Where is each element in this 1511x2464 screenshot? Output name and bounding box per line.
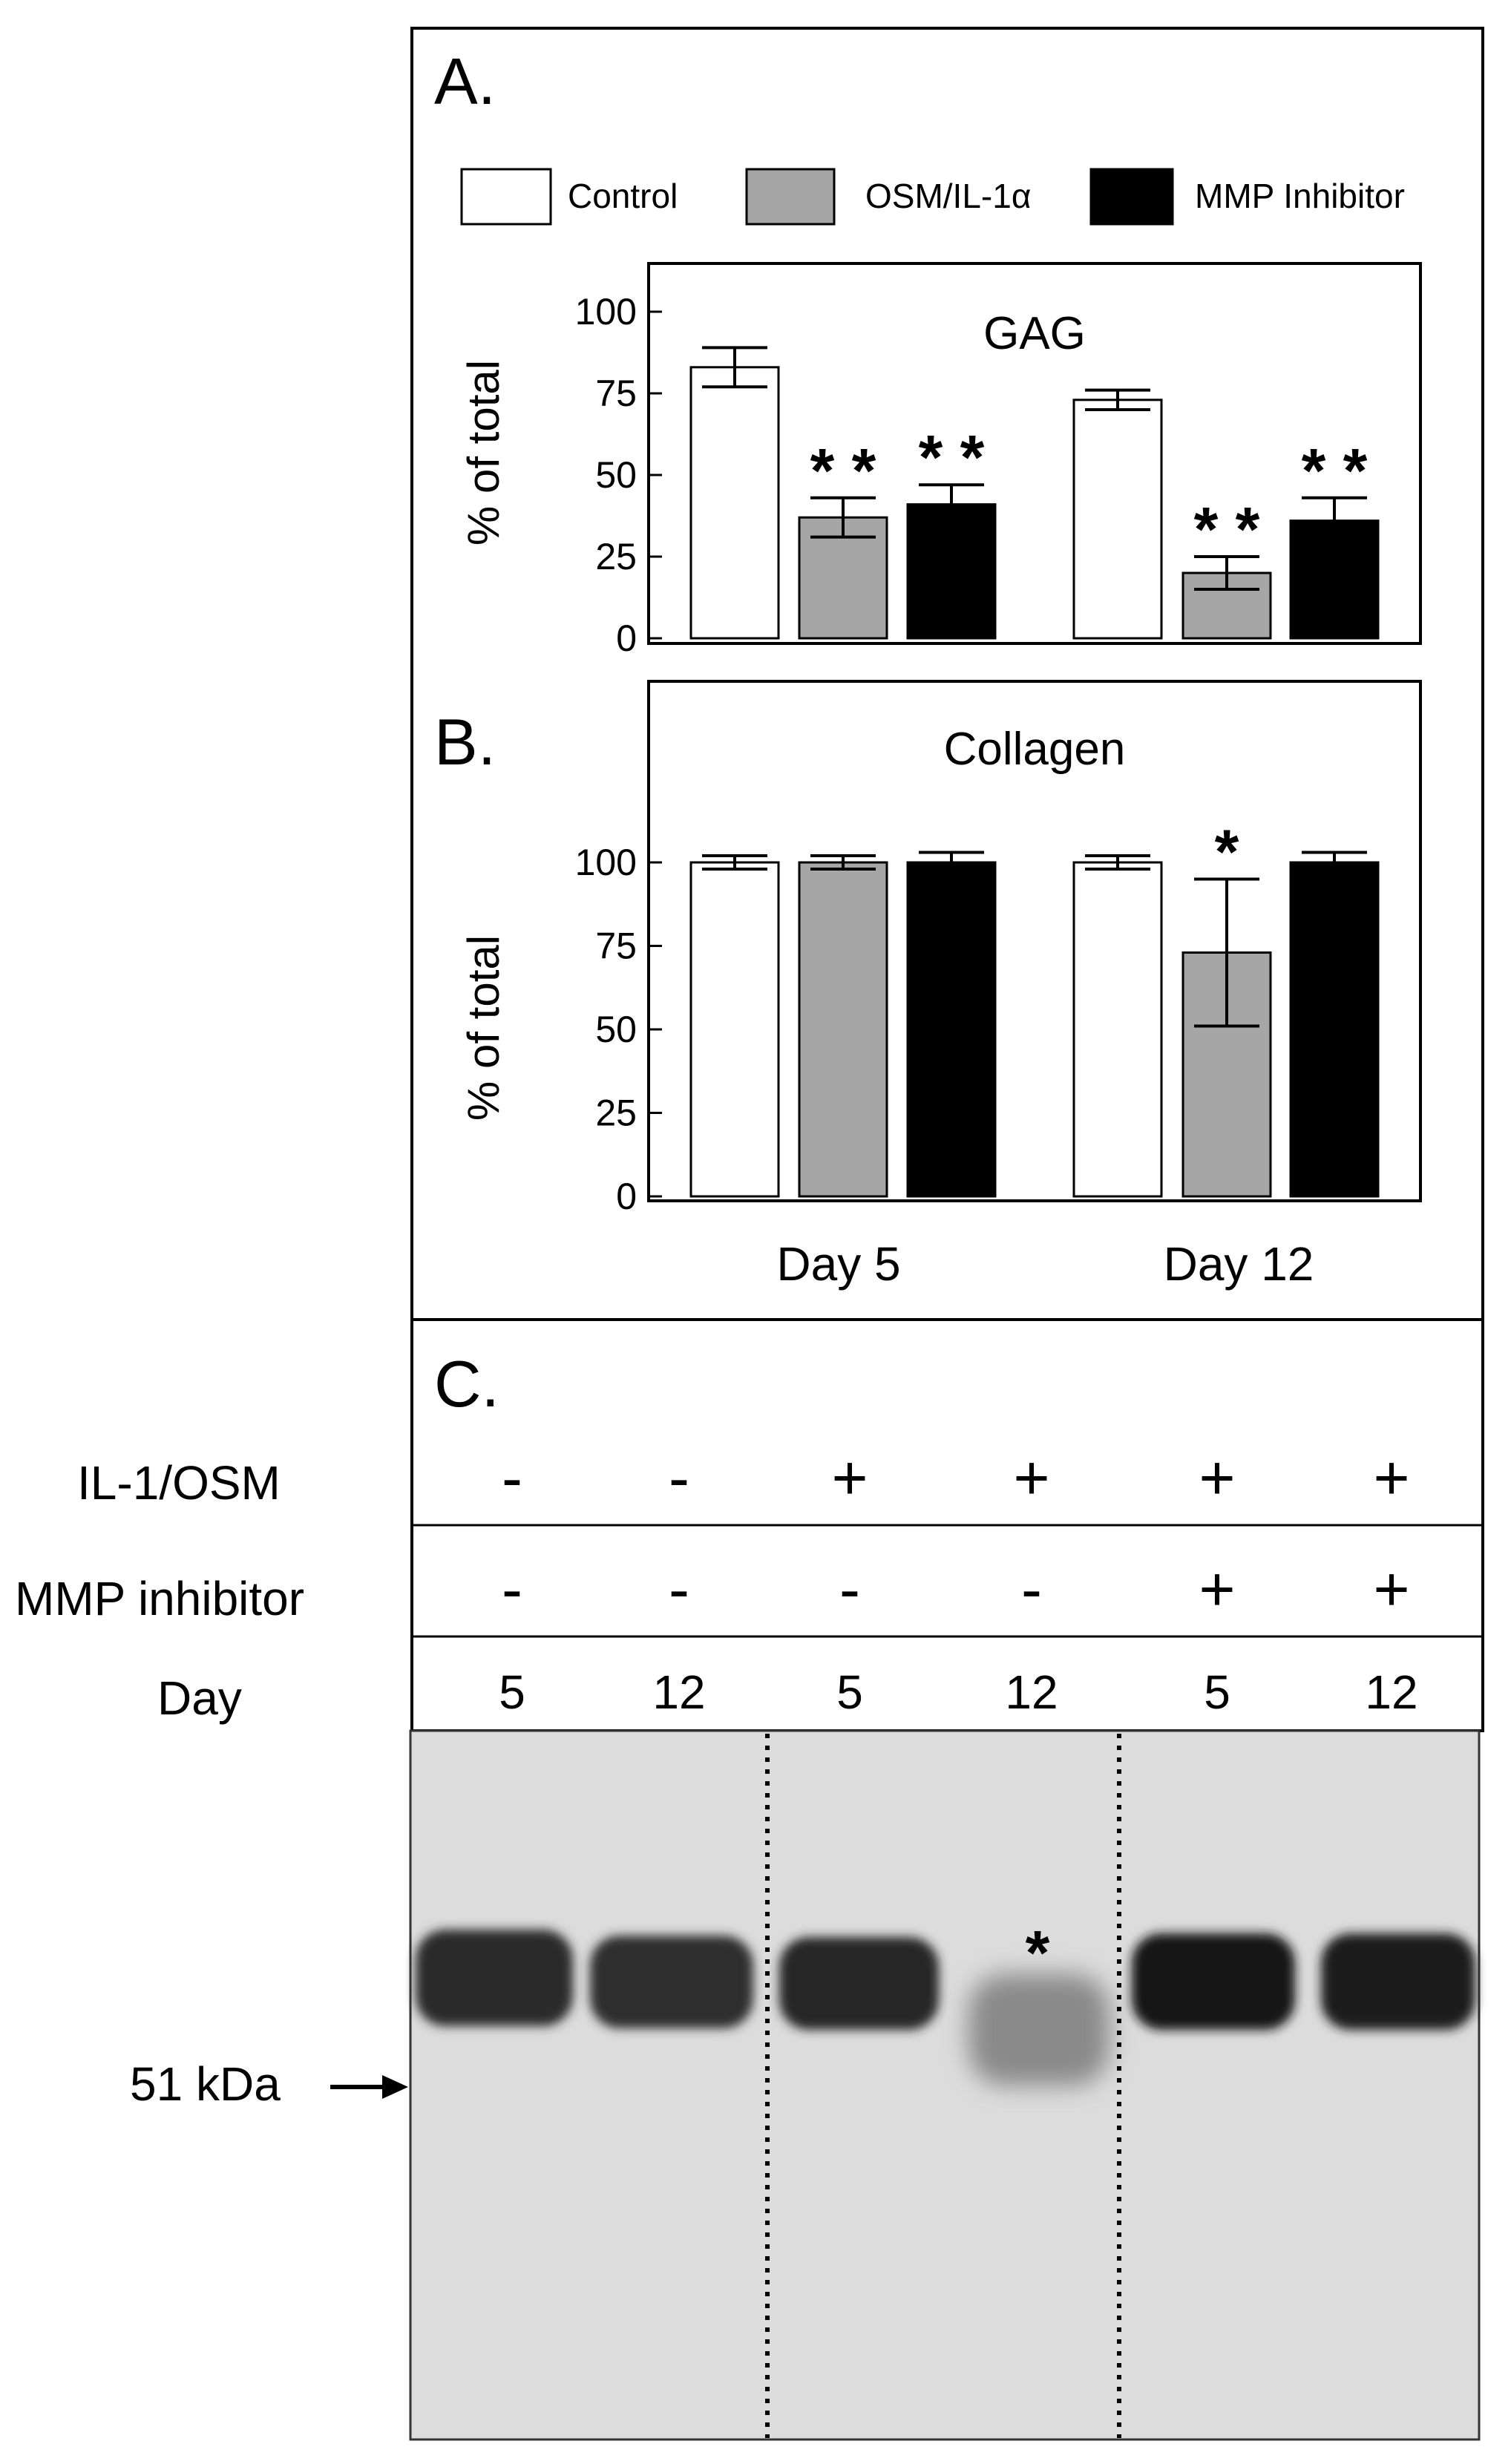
y-tick-label: 75 bbox=[595, 925, 637, 967]
lane-day-value: 5 bbox=[836, 1665, 863, 1719]
chart-gag: GAG % of total 0 25 50 75 100 * * * * * * * * bbox=[459, 262, 1422, 659]
error-bar bbox=[1302, 496, 1367, 545]
error-bar bbox=[702, 854, 767, 871]
marker-arrow-icon bbox=[330, 2075, 408, 2099]
bar bbox=[689, 861, 780, 1198]
error-bar bbox=[1302, 851, 1367, 874]
bar bbox=[1289, 861, 1380, 1198]
lane-il1-osm-sign: + bbox=[1373, 1443, 1409, 1513]
row-label-mmp-inhibitor: MMP inhibitor bbox=[15, 1572, 304, 1625]
chart-collagen: Collagen % of total 0 25 50 75 100 * Day 5 Da… bbox=[459, 680, 1422, 1291]
legend-label-control: Control bbox=[568, 177, 678, 215]
y-tick-label: 0 bbox=[616, 1176, 637, 1217]
error-bar bbox=[1085, 388, 1150, 411]
chart-gag-frame bbox=[647, 262, 1422, 645]
lane-mmp-inhibitor-sign: - bbox=[669, 1554, 689, 1624]
y-tick-label: 25 bbox=[595, 536, 637, 577]
lane-mmp-inhibitor-sign: - bbox=[839, 1554, 860, 1624]
blot-background bbox=[409, 1729, 1481, 2441]
western-blot: * bbox=[409, 1729, 1481, 2441]
lane-il1-osm-sign: + bbox=[1199, 1443, 1235, 1513]
blot-band bbox=[1321, 1933, 1475, 2030]
significance-marker: * * bbox=[1194, 494, 1260, 564]
bar bbox=[798, 861, 888, 1198]
lane-mmp-inhibitor-sign: + bbox=[1199, 1554, 1235, 1624]
y-tick-label: 100 bbox=[575, 842, 637, 883]
marker-51kda-label: 51 kDa bbox=[130, 2057, 281, 2111]
chart-gag-title: GAG bbox=[983, 308, 1086, 359]
blot-band bbox=[416, 1930, 573, 2026]
legend: Control OSM/IL-1α MMP Inhibitor bbox=[460, 168, 1405, 226]
y-tick-label: 0 bbox=[616, 617, 637, 659]
lane-day-value: 5 bbox=[1204, 1665, 1230, 1719]
y-tick-label: 100 bbox=[575, 291, 637, 332]
y-tick-label: 25 bbox=[595, 1092, 637, 1134]
lane-il1-osm-sign: - bbox=[669, 1443, 689, 1513]
blot-degradation-asterisk: * bbox=[1026, 1918, 1050, 1988]
error-bar bbox=[1085, 854, 1150, 871]
panel-c-letter: C. bbox=[434, 1347, 499, 1421]
blot-band bbox=[590, 1936, 753, 2028]
blot-band bbox=[779, 1937, 939, 2030]
lane-day-value: 12 bbox=[1005, 1665, 1058, 1719]
chart-gag-ylabel: % of total bbox=[459, 360, 508, 545]
chart-collagen-frame bbox=[647, 680, 1422, 1202]
row-label-il1-osm: IL-1/OSM bbox=[77, 1456, 281, 1510]
error-bar bbox=[1194, 555, 1259, 591]
legend-swatch-control bbox=[460, 168, 552, 226]
error-bar bbox=[919, 483, 984, 525]
bar bbox=[906, 861, 997, 1198]
lane-mmp-inhibitor-sign: - bbox=[1021, 1554, 1042, 1624]
significance-marker: * * bbox=[810, 436, 876, 505]
lane-il1-osm-sign: - bbox=[502, 1443, 522, 1513]
legend-label-osm-il1: OSM/IL-1α bbox=[865, 177, 1031, 215]
error-bar bbox=[919, 851, 984, 874]
row-label-day: Day bbox=[157, 1671, 242, 1725]
significance-marker: * * bbox=[1302, 436, 1368, 505]
legend-label-mmp-inhibitor: MMP Inhibitor bbox=[1195, 177, 1405, 215]
blot-band bbox=[1132, 1933, 1295, 2030]
y-tick-label: 50 bbox=[595, 454, 637, 496]
y-tick-label: 75 bbox=[595, 373, 637, 414]
lane-day-value: 12 bbox=[652, 1665, 705, 1719]
lane-il1-osm-sign: + bbox=[1013, 1443, 1049, 1513]
y-tick-label: 50 bbox=[595, 1009, 637, 1050]
blot-band-degraded bbox=[968, 1974, 1110, 2085]
legend-swatch-mmp-inhibitor bbox=[1089, 168, 1174, 226]
legend-swatch-osm-il1 bbox=[745, 168, 836, 226]
lane-mmp-inhibitor-sign: - bbox=[502, 1554, 522, 1624]
panel-b-letter: B. bbox=[434, 705, 496, 779]
lane-mmp-inhibitor-sign: + bbox=[1373, 1554, 1409, 1624]
error-bar bbox=[810, 854, 876, 871]
error-bar bbox=[1194, 877, 1259, 1028]
error-bar bbox=[810, 496, 876, 539]
bar bbox=[689, 366, 780, 640]
chart-collagen-title: Collagen bbox=[944, 724, 1126, 775]
chart-collagen-ylabel: % of total bbox=[459, 935, 508, 1121]
x-category-label: Day 12 bbox=[1164, 1237, 1314, 1291]
error-bar bbox=[702, 346, 767, 389]
lane-day-value: 5 bbox=[499, 1665, 525, 1719]
bar bbox=[1072, 399, 1163, 640]
x-category-label: Day 5 bbox=[776, 1237, 900, 1291]
bar bbox=[1072, 861, 1163, 1198]
significance-marker: * * bbox=[919, 422, 985, 492]
panel-a-letter: A. bbox=[434, 45, 496, 118]
lane-il1-osm-sign: + bbox=[831, 1443, 868, 1513]
lane-day-value: 12 bbox=[1365, 1665, 1417, 1719]
bar bbox=[906, 503, 997, 640]
significance-marker: * bbox=[1215, 817, 1239, 887]
